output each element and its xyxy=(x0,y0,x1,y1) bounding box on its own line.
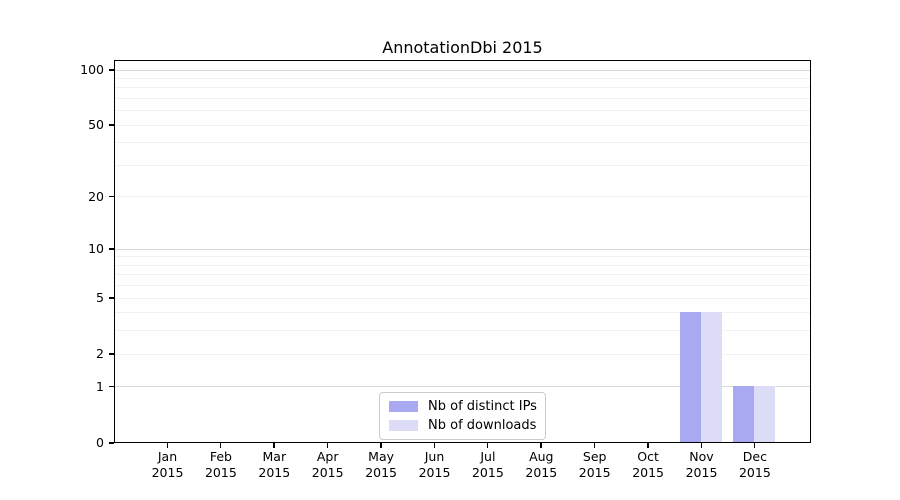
x-axis-tick-label: May 2015 xyxy=(365,449,397,480)
minor-gridline xyxy=(115,164,810,166)
minor-gridline xyxy=(115,330,810,332)
x-axis-tick-label: Jul 2015 xyxy=(471,449,504,480)
y-axis-tick xyxy=(109,297,114,299)
x-axis-tick-label: Oct 2015 xyxy=(632,449,664,480)
y-axis-tick-label: 1 xyxy=(96,378,104,394)
minor-gridline xyxy=(115,124,810,126)
minor-gridline xyxy=(115,285,810,287)
x-axis-tick xyxy=(540,443,542,448)
major-gridline xyxy=(115,248,810,250)
x-axis-tick-label: Aug 2015 xyxy=(525,449,558,480)
legend-row: Nb of distinct IPs xyxy=(389,399,537,414)
major-gridline xyxy=(115,386,810,388)
minor-gridline xyxy=(115,312,810,314)
x-axis-tick xyxy=(753,443,756,448)
y-axis-tick xyxy=(109,124,114,126)
chart-title: AnnotationDbi 2015 xyxy=(382,38,543,57)
y-axis-tick xyxy=(109,69,114,71)
x-axis-tick-label: Mar 2015 xyxy=(258,449,291,480)
y-axis-tick xyxy=(109,195,114,198)
bar-nov-downloads xyxy=(701,311,722,442)
major-gridline xyxy=(115,69,810,71)
x-axis-tick xyxy=(219,443,222,448)
x-axis-tick-label: Jan 2015 xyxy=(151,449,184,480)
minor-gridline xyxy=(115,87,810,89)
x-axis-tick xyxy=(273,443,275,448)
x-axis-tick-label: Jun 2015 xyxy=(418,449,451,480)
y-axis-tick xyxy=(109,442,114,444)
x-axis-tick-label: Nov 2015 xyxy=(685,449,718,480)
y-axis-tick-label: 2 xyxy=(96,346,104,362)
y-axis-tick-label: 10 xyxy=(88,241,104,257)
y-axis-tick-label: 0 xyxy=(96,435,104,450)
minor-gridline xyxy=(115,264,810,266)
plot-area: Nb of distinct IPs Nb of downloads xyxy=(114,60,811,443)
x-axis-tick xyxy=(380,443,382,448)
y-axis-tick xyxy=(109,353,114,355)
y-axis-tick-label: 100 xyxy=(80,62,104,77)
y-axis-tick-label: 5 xyxy=(96,290,104,306)
x-axis-tick xyxy=(433,443,435,448)
x-axis-tick xyxy=(647,443,649,448)
legend-swatch-downloads xyxy=(389,420,418,431)
x-axis-tick xyxy=(166,443,168,448)
minor-gridline xyxy=(115,196,810,198)
y-axis-tick xyxy=(109,385,114,388)
x-axis-tick xyxy=(486,443,489,448)
bar-dec-ips xyxy=(733,385,755,442)
legend-label: Nb of downloads xyxy=(428,418,537,433)
x-axis-tick-label: Sep 2015 xyxy=(578,449,611,480)
minor-gridline xyxy=(115,256,810,258)
legend: Nb of distinct IPs Nb of downloads xyxy=(379,392,546,440)
legend-row: Nb of downloads xyxy=(389,418,537,433)
y-axis-tick-label: 20 xyxy=(88,188,104,204)
x-axis-tick-label: Apr 2015 xyxy=(311,449,344,480)
x-axis-tick xyxy=(326,443,329,448)
minor-gridline xyxy=(115,353,810,355)
bar-nov-ips xyxy=(680,311,701,442)
minor-gridline xyxy=(115,97,810,99)
legend-label: Nb of distinct IPs xyxy=(428,399,537,414)
bar-dec-downloads xyxy=(754,385,776,442)
y-axis-tick xyxy=(109,248,114,250)
legend-swatch-distinct-ips xyxy=(389,401,418,412)
minor-gridline xyxy=(115,77,810,79)
x-axis-tick xyxy=(593,443,596,448)
minor-gridline xyxy=(115,142,810,144)
x-axis-tick xyxy=(700,443,702,448)
minor-gridline xyxy=(115,110,810,112)
minor-gridline xyxy=(115,297,810,299)
x-axis-tick-label: Feb 2015 xyxy=(204,449,237,480)
x-axis-tick-label: Dec 2015 xyxy=(738,449,771,480)
y-axis-tick-label: 50 xyxy=(88,117,104,133)
minor-gridline xyxy=(115,274,810,276)
